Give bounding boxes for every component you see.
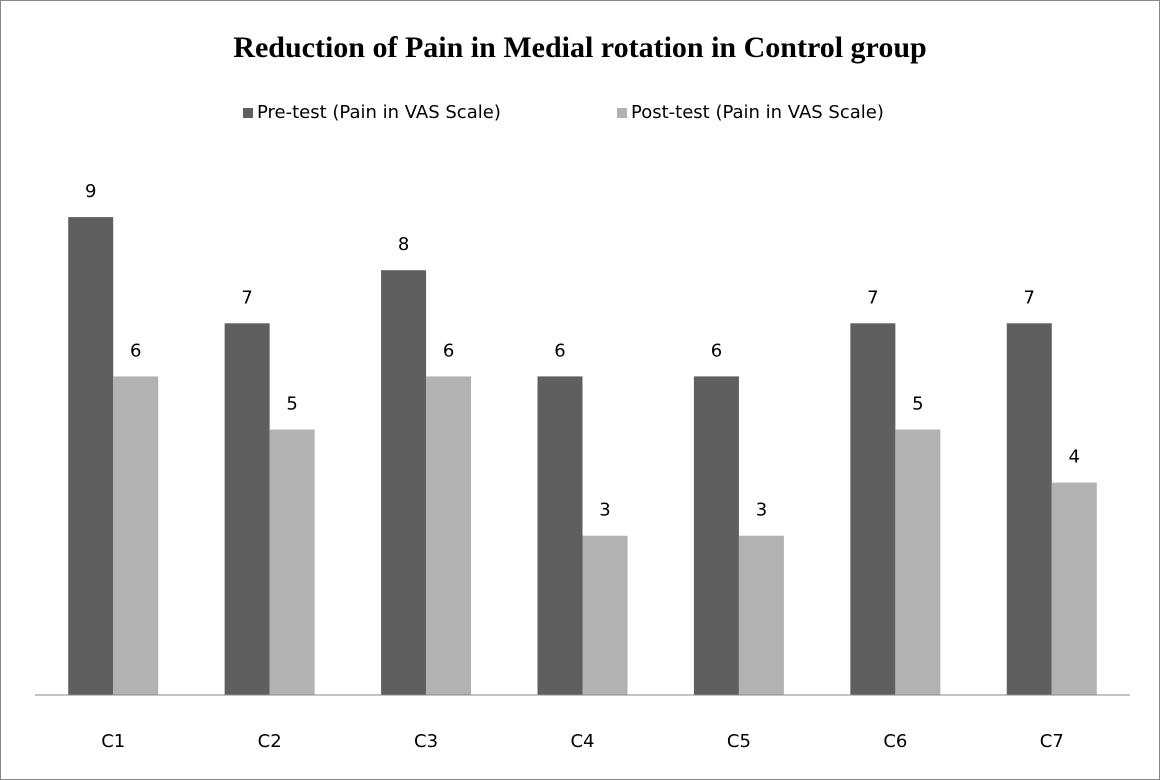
data-label: 6 <box>554 340 565 361</box>
bar <box>693 376 739 695</box>
bar <box>582 535 628 695</box>
data-label: 7 <box>867 287 878 308</box>
legend-label: Pre-test (Pain in VAS Scale) <box>257 102 501 123</box>
bar <box>426 376 472 695</box>
data-label: 3 <box>599 500 610 521</box>
x-tick-label: C4 <box>570 731 594 752</box>
data-label: 9 <box>85 181 96 202</box>
legend-swatch <box>617 108 627 118</box>
legend-swatch <box>243 108 253 118</box>
x-tick-label: C5 <box>727 731 751 752</box>
data-label: 8 <box>398 234 409 255</box>
data-label: 5 <box>286 394 297 415</box>
bar <box>113 376 159 695</box>
bar <box>850 323 896 695</box>
data-label: 5 <box>912 394 923 415</box>
bar <box>1006 323 1052 695</box>
chart-title: Reduction of Pain in Medial rotation in … <box>233 31 926 64</box>
data-label: 7 <box>241 287 252 308</box>
data-label: 7 <box>1024 287 1035 308</box>
bar <box>68 217 114 695</box>
legend-label: Post-test (Pain in VAS Scale) <box>631 102 884 123</box>
x-tick-label: C6 <box>883 731 907 752</box>
bar <box>224 323 270 695</box>
x-tick-label: C1 <box>101 731 125 752</box>
bar <box>895 429 941 695</box>
x-tick-label: C2 <box>258 731 282 752</box>
data-label: 6 <box>443 340 454 361</box>
bar <box>1051 482 1097 695</box>
data-label: 4 <box>1069 447 1080 468</box>
data-label: 3 <box>756 500 767 521</box>
x-tick-label: C3 <box>414 731 438 752</box>
bar <box>381 270 427 695</box>
bar <box>269 429 315 695</box>
x-tick-label: C7 <box>1040 731 1064 752</box>
data-label: 6 <box>130 340 141 361</box>
bar <box>738 535 784 695</box>
data-label: 6 <box>711 340 722 361</box>
bar <box>537 376 583 695</box>
